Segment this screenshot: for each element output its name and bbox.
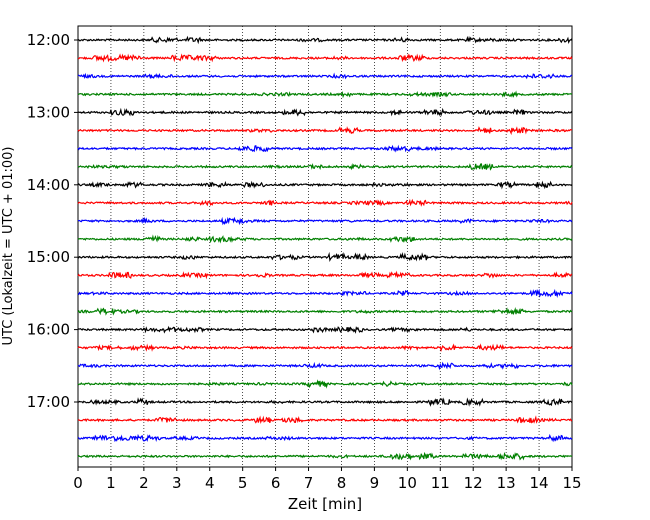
seismogram-trace bbox=[77, 379, 573, 389]
x-axis-ticks: 0 1 2 3 4 5 6 7 8 9 10 11 12 13 14 15 bbox=[73, 467, 582, 492]
seismogram-trace bbox=[77, 251, 573, 262]
x-tick-label: 4 bbox=[205, 474, 215, 492]
grid-lines bbox=[110, 26, 540, 467]
seismogram-trace bbox=[77, 35, 573, 45]
seismogram-trace bbox=[77, 198, 573, 207]
x-tick-label: 12 bbox=[464, 474, 483, 492]
x-tick-label: 15 bbox=[562, 474, 581, 492]
y-tick-label: 13:00 bbox=[27, 103, 70, 121]
seismogram-trace bbox=[77, 451, 573, 461]
x-tick-label: 8 bbox=[337, 474, 347, 492]
y-tick-label: 14:00 bbox=[27, 176, 70, 194]
plot-frame-group bbox=[77, 25, 573, 468]
seismogram-trace bbox=[77, 216, 573, 226]
y-tick-label: 17:00 bbox=[27, 393, 70, 411]
seismogram-trace bbox=[77, 397, 573, 407]
x-tick-label: 9 bbox=[370, 474, 380, 492]
y-tick-label: 16:00 bbox=[27, 321, 70, 339]
x-axis-label: Zeit [min] bbox=[288, 495, 362, 513]
seismogram-trace bbox=[77, 270, 573, 280]
y-tick-label: 12:00 bbox=[27, 31, 70, 49]
x-tick-label: 1 bbox=[106, 474, 116, 492]
seismogram-trace bbox=[77, 288, 573, 299]
seismogram-trace bbox=[77, 325, 573, 334]
seismogram-trace bbox=[77, 126, 573, 136]
x-tick-label: 0 bbox=[73, 474, 83, 492]
seismogram-trace bbox=[77, 144, 573, 153]
x-tick-label: 3 bbox=[172, 474, 182, 492]
trace-group bbox=[77, 35, 573, 461]
seismogram-trace bbox=[77, 90, 573, 99]
x-tick-label: 2 bbox=[139, 474, 149, 492]
y-axis-label: UTC (Lokalzeit = UTC + 01:00) bbox=[1, 147, 16, 346]
plot-area bbox=[77, 25, 573, 468]
seismogram-trace bbox=[77, 72, 573, 80]
seismogram-trace bbox=[77, 53, 573, 63]
seismogram-trace bbox=[77, 162, 573, 171]
x-tick-label: 11 bbox=[431, 474, 450, 492]
x-tick-label: 13 bbox=[497, 474, 516, 492]
x-tick-label: 10 bbox=[398, 474, 417, 492]
seismogram-trace bbox=[77, 107, 573, 117]
x-tick-label: 5 bbox=[238, 474, 248, 492]
seismogram-trace bbox=[77, 415, 573, 424]
x-tick-label: 14 bbox=[530, 474, 549, 492]
x-tick-label: 7 bbox=[304, 474, 314, 492]
seismogram-trace bbox=[77, 307, 573, 316]
seismogram-trace bbox=[77, 433, 573, 443]
y-tick-label: 15:00 bbox=[27, 248, 70, 266]
seismogram-trace bbox=[77, 361, 573, 371]
y-axis-ticks: 12:00 13:00 14:00 15:00 16:00 17:00 bbox=[27, 31, 78, 411]
x-tick-label: 6 bbox=[271, 474, 281, 492]
seismogram-trace bbox=[77, 234, 573, 244]
seismogram-trace bbox=[77, 343, 573, 353]
seismogram-trace bbox=[77, 180, 573, 190]
